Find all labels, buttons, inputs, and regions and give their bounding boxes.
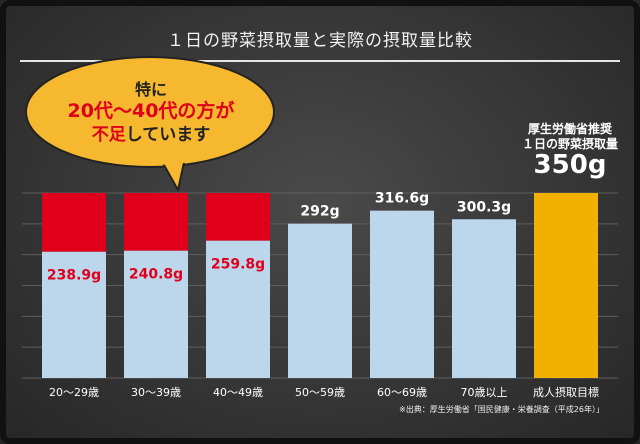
bar-shortfall — [124, 193, 188, 251]
bar-actual — [370, 210, 434, 378]
category-labels: 20～29歳 30～39歳 40～49歳 50～59歳 60～69歳 70歳以上 成人摂取目… — [49, 385, 599, 399]
data-label: 240.8g — [129, 267, 183, 283]
bar-actual — [206, 240, 270, 378]
speech-bubble — [25, 56, 275, 191]
category-label: 50～59歳 — [295, 386, 345, 399]
source-note: ※出典：厚生労働省「国民健康・栄養調査（平成26年）」 — [399, 405, 604, 414]
title-underline — [20, 60, 620, 62]
bars — [42, 193, 598, 378]
category-label: 20～29歳 — [49, 386, 99, 399]
bar-actual — [452, 219, 516, 378]
bar-shortfall — [42, 193, 106, 252]
callout-line-2: 20代～40代の方が — [67, 100, 235, 122]
data-label: 300.3g — [457, 199, 511, 215]
category-label: 成人摂取目標 — [533, 385, 599, 399]
data-label: 238.9g — [47, 268, 101, 284]
chart-title: １日の野菜摂取量と実際の摂取量比較 — [167, 31, 473, 51]
bar-actual — [42, 251, 106, 378]
recommended-label-2: １日の野菜摂取量 — [521, 137, 618, 151]
data-label: 259.8g — [211, 257, 265, 273]
data-label: 292g — [300, 204, 339, 220]
category-label: 30～39歳 — [131, 386, 181, 399]
data-labels: 238.9g 240.8g 259.8g 292g 316.6g 300.3g — [47, 191, 511, 284]
bar-target — [534, 193, 598, 378]
bar-actual — [288, 223, 352, 378]
category-label: 40～49歳 — [213, 386, 263, 399]
recommended-value: 350g — [533, 150, 607, 180]
category-label: 60～69歳 — [377, 386, 427, 399]
data-label: 316.6g — [375, 191, 429, 207]
recommended-label-1: 厚生労働省推奨 — [527, 122, 612, 136]
callout-line-3: 不足しています — [91, 125, 211, 145]
bar-actual — [124, 250, 188, 378]
bar-shortfall — [206, 193, 270, 241]
callout-line-1: 特に — [134, 80, 167, 99]
category-label: 70歳以上 — [461, 386, 508, 399]
